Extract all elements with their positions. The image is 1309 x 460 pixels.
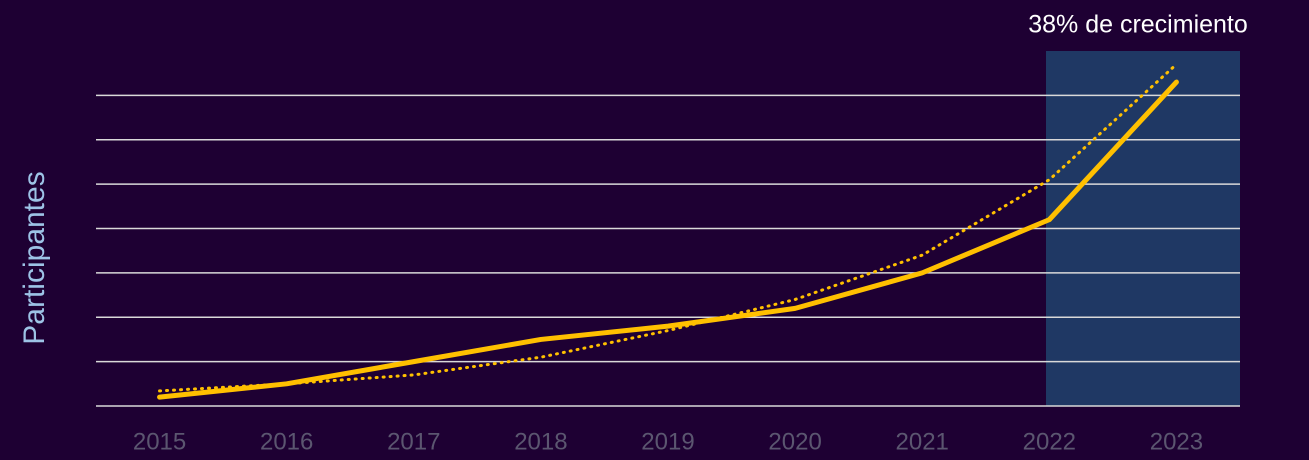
annotation: 38% de crecimiento xyxy=(1028,11,1248,39)
x-tick-label: 2021 xyxy=(896,428,949,455)
data-line xyxy=(157,79,1179,400)
x-tick-label: 2016 xyxy=(260,428,313,455)
x-tick-label: 2023 xyxy=(1150,428,1203,455)
x-tick-label: 2015 xyxy=(133,428,186,455)
x-tick-label: 2020 xyxy=(768,428,821,455)
x-tick-label: 2017 xyxy=(387,428,440,455)
x-tick-label: 2019 xyxy=(641,428,694,455)
x-tick-label: 2018 xyxy=(514,428,567,455)
x-tick-label: 2022 xyxy=(1023,428,1076,455)
trend-line xyxy=(158,62,1178,393)
y-axis-label: Participantes xyxy=(18,171,51,344)
